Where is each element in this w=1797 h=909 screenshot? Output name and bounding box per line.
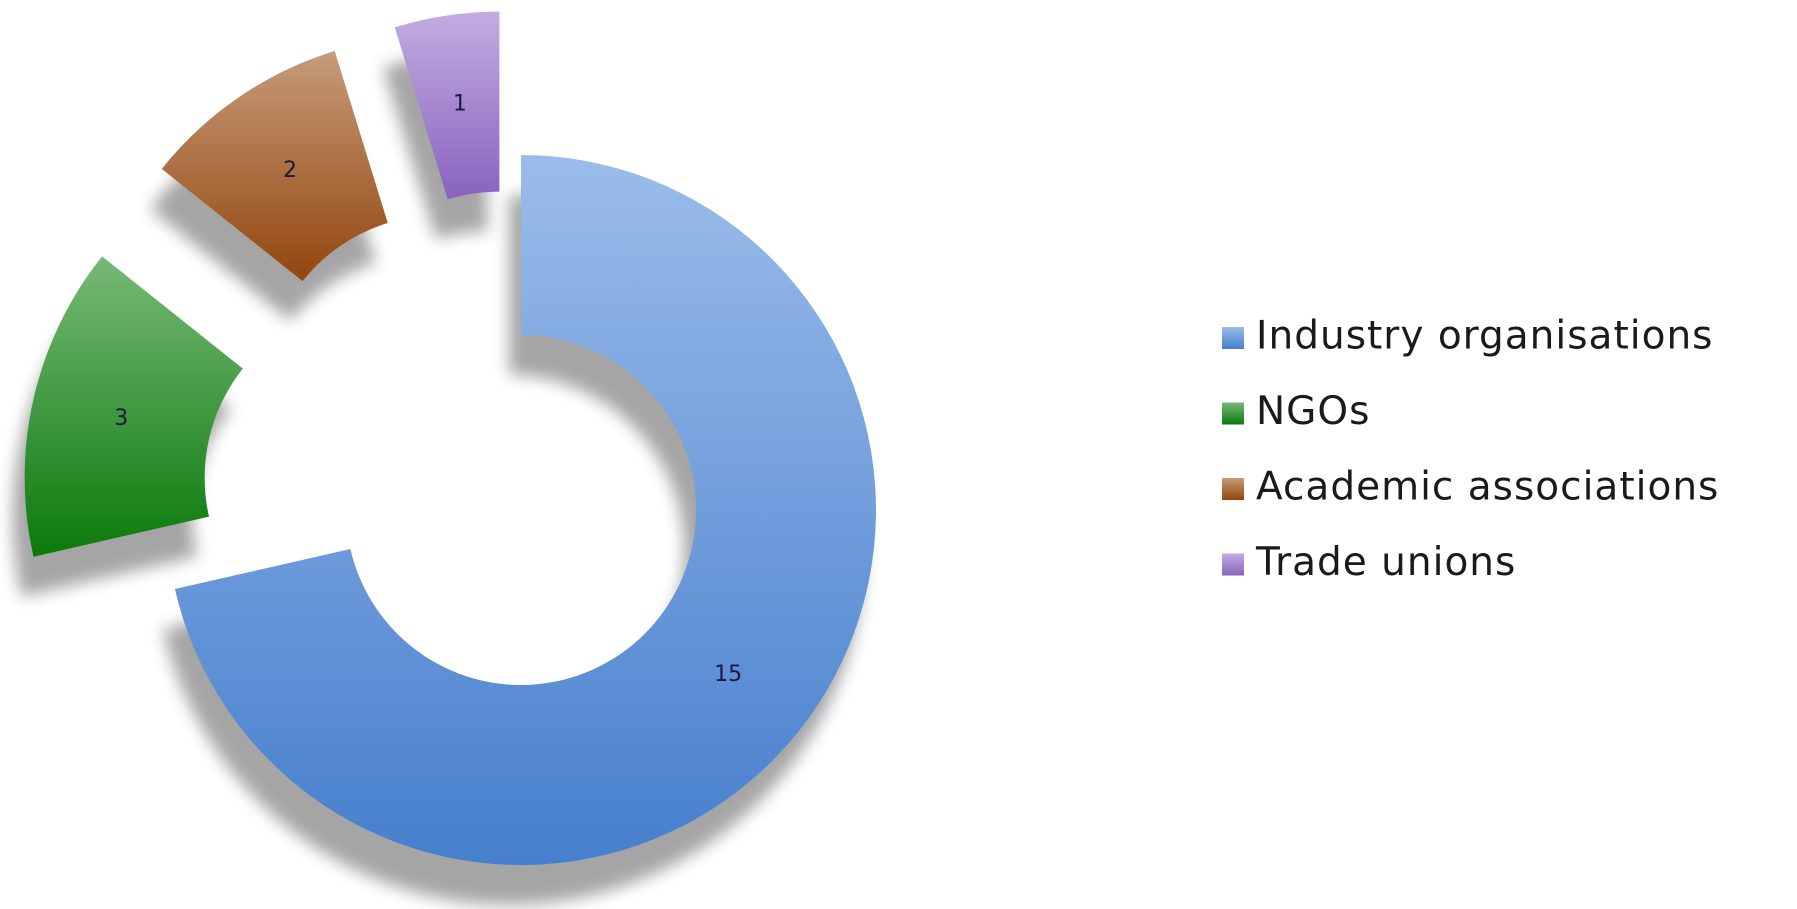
legend-swatch — [1222, 402, 1244, 425]
legend-swatch — [1222, 327, 1244, 349]
data-label: 3 — [114, 406, 128, 431]
legend-label: Industry organisations — [1256, 314, 1713, 359]
data-label: 2 — [283, 158, 297, 183]
data-label: 1 — [453, 92, 467, 117]
legend-swatch — [1222, 478, 1244, 500]
data-label: 15 — [714, 662, 742, 687]
legend-swatch — [1222, 553, 1244, 576]
legend: Industry organisations NGOs Academic assoc… — [1222, 314, 1719, 585]
slices: 15 3 2 1 — [24, 11, 877, 866]
slice — [394, 11, 500, 200]
legend-label: Trade unions — [1255, 540, 1516, 585]
slice — [161, 50, 388, 282]
legend-label: NGOs — [1256, 389, 1370, 434]
legend-label: Academic associations — [1256, 465, 1719, 510]
slice — [24, 256, 243, 557]
slice — [174, 155, 877, 866]
